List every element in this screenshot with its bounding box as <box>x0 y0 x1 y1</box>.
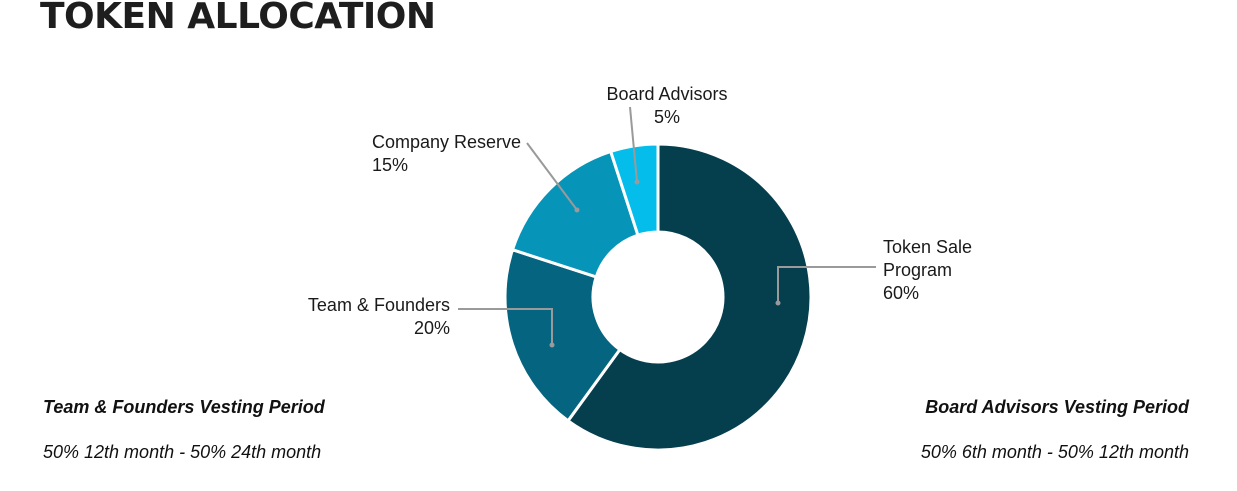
team-founders-vesting-heading: Team & Founders Vesting Period <box>43 397 325 417</box>
label-line-board-advisors: Board Advisors <box>606 84 727 104</box>
page-title: TOKEN ALLOCATION <box>40 0 436 37</box>
team-founders-vesting-detail: 50% 12th month - 50% 24th month <box>43 442 322 462</box>
slice-labels: Token Sale Program 60% Team & Founders 20% Co… <box>308 84 972 338</box>
board-advisors-vesting-detail: 50% 6th month - 50% 12th month <box>920 442 1189 462</box>
board-advisors-vesting-heading: Board Advisors Vesting Period <box>925 397 1189 417</box>
leader-dot-token-sale-program <box>775 300 781 306</box>
label-company-reserve: Company Reserve 15% <box>372 132 521 175</box>
label-token-sale-program: Token Sale Program 60% <box>883 237 972 303</box>
label-team-and-founders: Team & Founders 20% <box>308 295 450 338</box>
value-company-reserve: 15% <box>372 155 408 175</box>
label-line-token-sale-program: Program <box>883 260 952 280</box>
leader-line-company-reserve <box>526 142 578 211</box>
leader-dot-board-advisors <box>634 179 640 185</box>
label-line-team-and-founders: Team & Founders <box>308 295 450 315</box>
leader-line-token-sale-program <box>777 266 876 303</box>
slice-token-sale-program <box>565 142 813 452</box>
value-token-sale-program: 60% <box>883 283 919 303</box>
leader-dot-company-reserve <box>574 207 580 213</box>
leader-dot-team-and-founders <box>549 342 555 348</box>
label-board-advisors: Board Advisors 5% <box>606 84 727 127</box>
leader-line-team-and-founders <box>458 308 553 345</box>
donut-slices <box>503 142 813 452</box>
leader-lines <box>458 106 876 348</box>
label-line-company-reserve: Company Reserve <box>372 132 521 152</box>
value-board-advisors: 5% <box>654 107 680 127</box>
leader-line-board-advisors <box>629 106 638 183</box>
value-team-and-founders: 20% <box>414 318 450 338</box>
slice-team-and-founders <box>503 247 622 423</box>
label-line-token-sale-program: Token Sale <box>883 237 972 257</box>
slice-board-advisors <box>608 142 660 238</box>
